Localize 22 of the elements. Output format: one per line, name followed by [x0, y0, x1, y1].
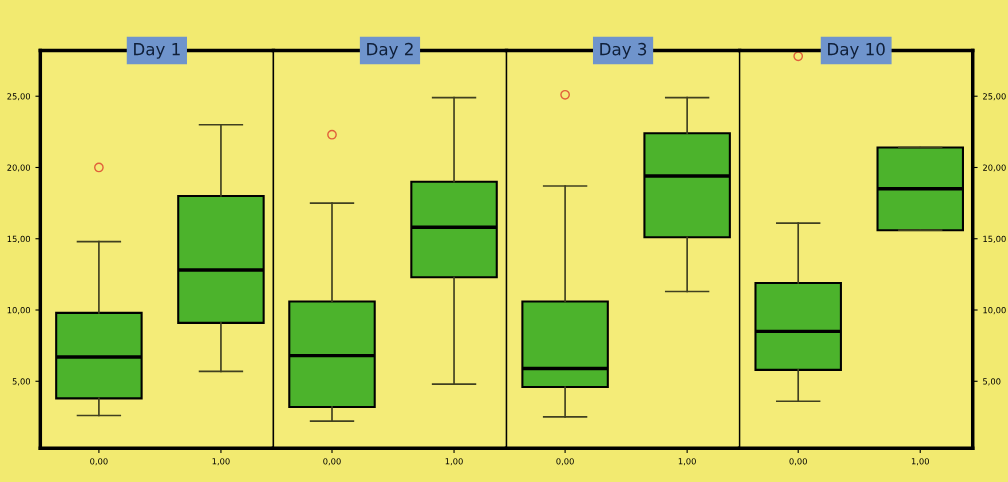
chart-title: Day 10: [828, 42, 885, 59]
y-tick-label: 15,00: [7, 235, 31, 243]
y-tick-label: 20,00: [7, 164, 31, 172]
y-tick-label: 10,00: [7, 306, 31, 315]
x-tick-label: 1,00: [678, 458, 696, 466]
y-tick-label: 5,00: [12, 378, 31, 386]
x-tick-label: 0,00: [323, 458, 341, 466]
x-tick-label: 1,00: [212, 458, 230, 466]
y-tick-label: 5,00: [983, 378, 1001, 386]
y-tick-label: 20,00: [983, 164, 1006, 172]
chart-title: Day 1: [134, 43, 180, 59]
y-tick-label: 25,00: [983, 93, 1006, 101]
x-tick-label: 0,00: [90, 458, 108, 466]
y-tick-label: 25,00: [7, 93, 31, 101]
y-tick-label: 15,00: [983, 235, 1006, 243]
chart-title: Day 3: [600, 42, 647, 59]
x-tick-label: 0,00: [789, 458, 807, 466]
x-tick-label: 1,00: [911, 458, 929, 466]
y-tick-label: 10,00: [983, 306, 1006, 315]
chart-title: Day 2: [367, 42, 413, 59]
x-tick-label: 0,00: [556, 458, 574, 466]
x-tick-label: 1,00: [445, 458, 463, 466]
